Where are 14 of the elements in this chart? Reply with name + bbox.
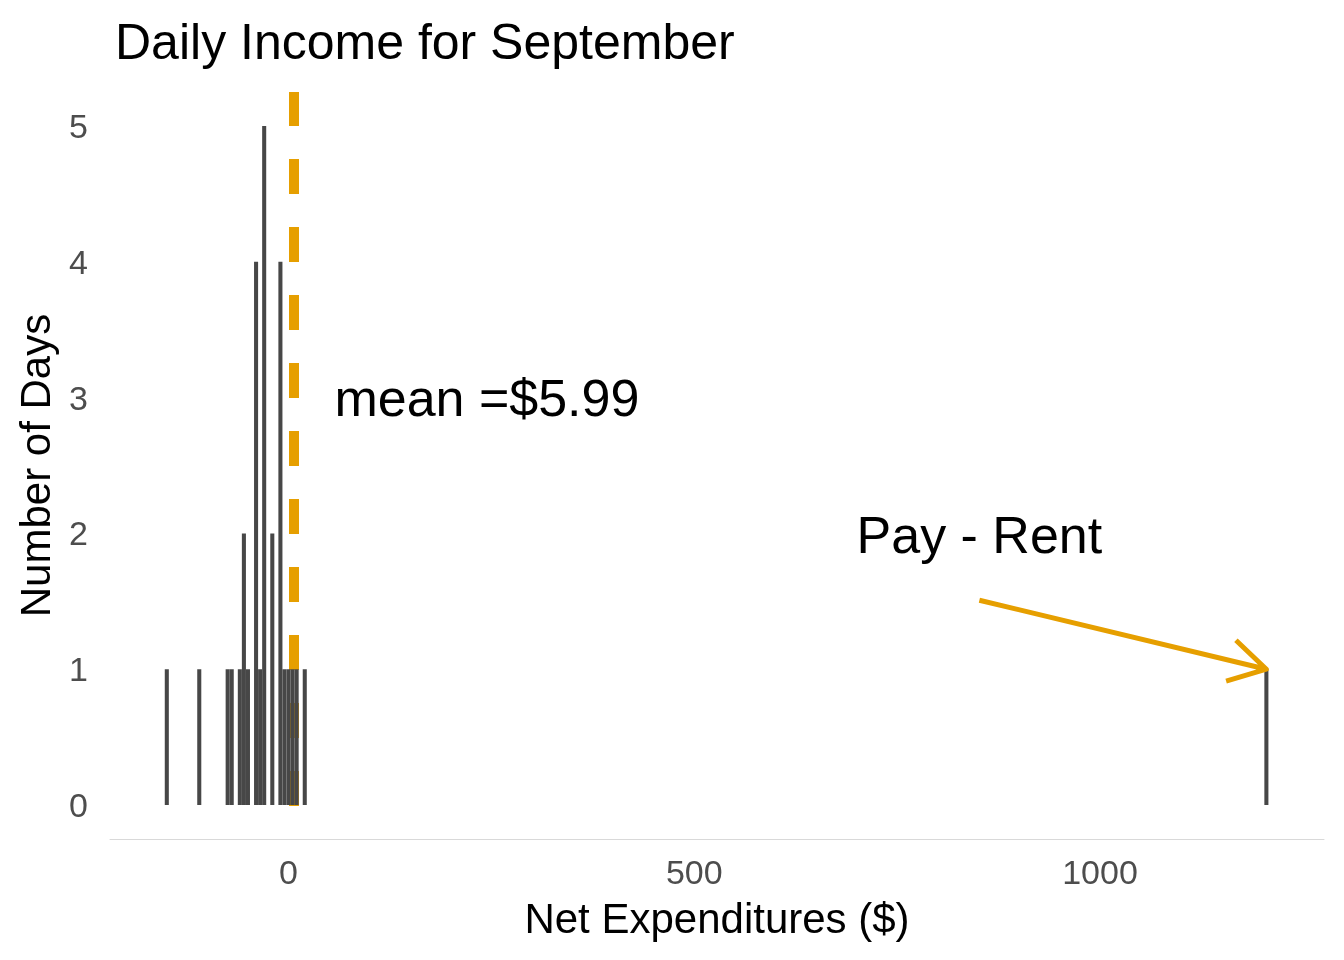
y-tick-label: 2 [69, 514, 88, 553]
x-tick-label: 0 [279, 853, 298, 891]
ref-line-label: mean =$5.99 [334, 369, 640, 428]
annotation: Pay - Rent [856, 506, 1103, 565]
y-tick-label: 3 [69, 378, 88, 417]
x-tick-label: 1000 [1062, 853, 1138, 891]
chart-title: Daily Income for September [115, 14, 735, 70]
y-tick-label: 5 [69, 106, 88, 145]
x-axis-title: Net Expenditures ($) [524, 894, 910, 942]
y-tick-label: 4 [69, 242, 88, 281]
y-tick-label: 0 [69, 786, 88, 825]
x-tick-label: 500 [665, 853, 723, 891]
y-axis-title: Number of Days [11, 313, 59, 618]
y-tick-label: 1 [69, 650, 88, 689]
